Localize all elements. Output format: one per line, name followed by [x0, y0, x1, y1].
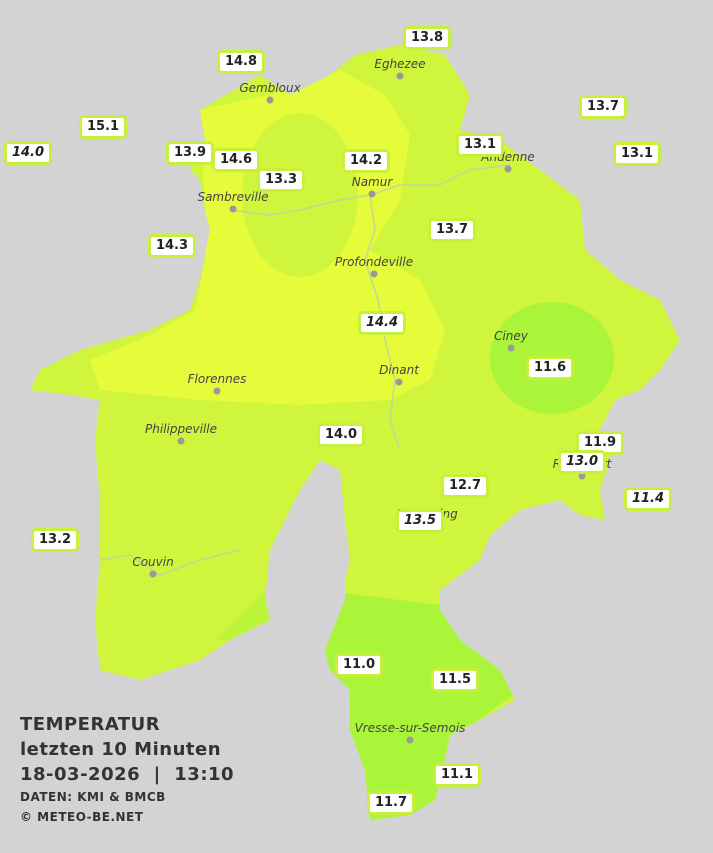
- station-label: 13.0: [557, 450, 607, 474]
- station-label: 15.1: [78, 115, 128, 139]
- city-label: Gembloux: [239, 81, 301, 95]
- city-dot: [177, 437, 185, 445]
- city-dot: [368, 190, 376, 198]
- city-label: Namur: [352, 175, 394, 189]
- station-label: 11.4: [623, 487, 673, 511]
- zones: [90, 70, 614, 820]
- station-label: 14.3: [147, 234, 197, 258]
- title-line: 18-03-2026 | 13:10: [20, 764, 235, 785]
- station-label: 13.2: [30, 528, 80, 552]
- station-label: 14.0: [316, 423, 366, 447]
- city-dot: [507, 344, 515, 352]
- city-dot: [266, 96, 274, 104]
- station-label: 12.7: [440, 474, 490, 498]
- credit-line: DATEN: KMI & BMCB: [20, 790, 166, 804]
- legend: TEMPERATUR letzten 10 Minuten 18-03-2026 |…: [20, 712, 234, 827]
- city-label: Dinant: [379, 363, 420, 377]
- station-label: 14.4: [357, 311, 407, 335]
- city-label: Vresse-sur-Semois: [355, 721, 466, 735]
- station-label: 11.6: [525, 356, 575, 380]
- station-label: 13.7: [578, 95, 628, 119]
- station-label: 13.1: [612, 142, 662, 166]
- city-dot: [396, 72, 404, 80]
- city-dot: [370, 270, 378, 278]
- credit-line: © METEO-BE.NET: [20, 810, 144, 824]
- station-label: 13.7: [427, 218, 477, 242]
- station-label: 11.5: [430, 668, 480, 692]
- city-dot: [406, 736, 414, 744]
- city-dot: [149, 570, 157, 578]
- city-dot: [395, 378, 403, 386]
- city-dot: [504, 165, 512, 173]
- city-label: Sambreville: [197, 190, 268, 204]
- station-label: 11.1: [432, 763, 482, 787]
- city-label: Profondeville: [335, 255, 413, 269]
- title-line: TEMPERATUR: [20, 714, 161, 735]
- city-label: Florennes: [188, 372, 247, 386]
- station-label: 13.8: [402, 26, 452, 50]
- city-dot: [578, 472, 586, 480]
- station-label: 13.9: [165, 141, 215, 165]
- city-dot: [213, 387, 221, 395]
- city-label: Couvin: [132, 555, 173, 569]
- station-label: 14.0: [3, 141, 53, 165]
- city-dot: [229, 205, 237, 213]
- cold-zone: [320, 590, 520, 820]
- station-label: 14.2: [341, 149, 391, 173]
- city-label: Philippeville: [145, 422, 217, 436]
- station-label: 14.6: [211, 148, 261, 172]
- title-line: letzten 10 Minuten: [20, 739, 222, 760]
- city-label: Ciney: [494, 329, 529, 343]
- station-label: 11.7: [366, 791, 416, 815]
- city-label: Eghezee: [374, 57, 425, 71]
- station-label: 14.8: [216, 50, 266, 74]
- station-label: 13.3: [256, 168, 306, 192]
- river: [99, 549, 241, 576]
- cool-zone: [242, 113, 358, 277]
- station-label: 13.5: [395, 509, 445, 533]
- station-label: 11.0: [334, 653, 384, 677]
- station-label: 13.1: [455, 133, 505, 157]
